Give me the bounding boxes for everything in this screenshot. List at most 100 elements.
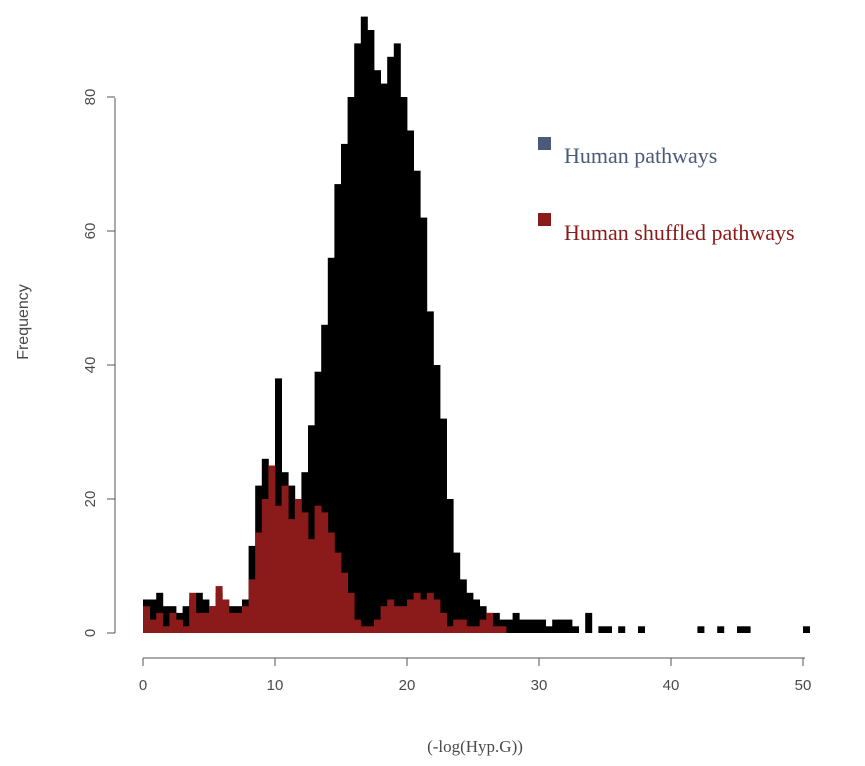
human-shuffled-pathways-bar (222, 599, 230, 633)
human-pathways-bar (360, 16, 368, 634)
legend-label-human-shuffled-pathways: Human shuffled pathways (564, 220, 795, 245)
legend-swatch-human-shuffled-pathways (538, 213, 551, 226)
human-shuffled-pathways-bar (162, 626, 170, 633)
legend-item-human-pathways: Human pathways (538, 137, 717, 168)
human-pathways-bar (618, 626, 626, 633)
human-shuffled-pathways-bar (499, 626, 507, 633)
human-pathways-bar (803, 626, 810, 633)
human-shuffled-pathways-bar (275, 505, 282, 633)
human-pathways-bar (737, 626, 744, 633)
human-pathways-bar (572, 626, 579, 633)
human-pathways-bar (532, 619, 540, 633)
human-pathways-bar (426, 311, 434, 633)
human-shuffled-pathways-bar (473, 626, 480, 633)
human-shuffled-pathways-bar (255, 532, 263, 633)
x-ticks: 0 10 20 30 40 50 (139, 658, 812, 694)
human-pathways-bar (717, 626, 725, 633)
human-shuffled-pathways-bar (261, 499, 269, 633)
human-shuffled-pathways-bar (156, 612, 164, 633)
human-shuffled-pathways-bar (387, 599, 395, 633)
y-axis-label: Frequency (15, 284, 32, 360)
human-shuffled-pathways-bar (301, 512, 309, 633)
human-pathways-bar (598, 626, 606, 633)
human-shuffled-pathways-bar (393, 606, 401, 633)
x-tick-label: 20 (399, 677, 416, 694)
human-pathways-bar (413, 170, 421, 633)
human-pathways-bar (182, 606, 190, 633)
human-pathways-bar (393, 43, 401, 633)
human-shuffled-pathways-bar (242, 606, 249, 633)
human-shuffled-pathways-bar (195, 612, 203, 633)
human-shuffled-pathways-bar (228, 612, 236, 633)
human-shuffled-pathways-bar (486, 612, 494, 633)
human-shuffled-pathways-bar (413, 592, 421, 633)
human-shuffled-pathways-bar (334, 552, 342, 633)
human-shuffled-pathways-bar (341, 572, 348, 633)
human-pathways-bar (459, 579, 467, 633)
human-shuffled-pathways-bar (248, 579, 256, 633)
human-pathways-bar (334, 184, 342, 633)
human-shuffled-pathways-bar (347, 592, 355, 633)
human-shuffled-pathways-bar (380, 606, 388, 633)
human-shuffled-pathways-bar (446, 626, 454, 633)
human-shuffled-pathways-bar (466, 626, 474, 633)
human-shuffled-pathways-bar (440, 612, 447, 633)
human-pathways-bar (506, 619, 513, 633)
y-tick-label: 20 (82, 491, 99, 508)
human-pathways-bars (143, 16, 810, 634)
human-pathways-bar (585, 612, 593, 633)
human-pathways-bar (539, 619, 546, 633)
human-pathways-bar (327, 257, 335, 633)
human-pathways-bar (374, 70, 381, 633)
human-pathways-bar (354, 43, 362, 633)
human-pathways-bar (697, 626, 705, 633)
human-pathways-bar (519, 619, 527, 633)
human-shuffled-pathways-bar (149, 619, 157, 633)
human-shuffled-pathways-bars (143, 465, 507, 633)
human-pathways-bar (341, 143, 348, 633)
human-shuffled-pathways-bar (202, 612, 210, 633)
human-pathways-bar (552, 619, 560, 633)
human-shuffled-pathways-bar (143, 606, 150, 633)
x-tick-label: 40 (663, 677, 680, 694)
human-shuffled-pathways-bar (314, 505, 322, 633)
human-pathways-bar (473, 599, 480, 633)
x-tick-label: 0 (139, 677, 147, 694)
y-tick-label: 80 (82, 89, 99, 106)
y-tick-label: 40 (82, 357, 99, 374)
human-pathways-bar (308, 425, 315, 633)
human-pathways-bar (565, 619, 573, 633)
human-pathways-bar (387, 56, 395, 634)
human-shuffled-pathways-bar (367, 626, 375, 633)
human-pathways-bar (380, 83, 388, 634)
legend-item-human-shuffled-pathways: Human shuffled pathways (538, 213, 795, 245)
human-pathways-bar (512, 612, 520, 633)
human-shuffled-pathways-bar (420, 599, 428, 633)
human-shuffled-pathways-bar (281, 485, 289, 633)
human-shuffled-pathways-bar (400, 606, 408, 633)
human-pathways-bar (638, 626, 645, 633)
human-shuffled-pathways-bar (215, 586, 223, 633)
human-pathways-bar (321, 324, 329, 633)
x-tick-label: 50 (795, 677, 812, 694)
human-pathways-bar (400, 97, 408, 633)
human-shuffled-pathways-bar (492, 626, 500, 633)
human-pathways-bar (367, 30, 375, 633)
human-pathways-bar (347, 97, 355, 633)
human-shuffled-pathways-bar (268, 465, 276, 633)
human-shuffled-pathways-bar (459, 619, 467, 633)
human-pathways-bar (525, 619, 533, 633)
human-pathways-bar (605, 626, 612, 633)
human-shuffled-pathways-bar (182, 626, 190, 633)
human-shuffled-pathways-bar (176, 619, 183, 633)
human-shuffled-pathways-bar (354, 619, 362, 633)
y-axis: 0 20 40 60 80 (82, 89, 116, 637)
human-pathways-bar (446, 499, 454, 633)
human-pathways-bar (440, 418, 447, 633)
human-pathways-bar (149, 599, 157, 633)
human-shuffled-pathways-bar (235, 612, 243, 633)
x-tick-label: 10 (267, 677, 284, 694)
human-pathways-bar (743, 626, 751, 633)
human-pathways-bar (420, 217, 428, 633)
